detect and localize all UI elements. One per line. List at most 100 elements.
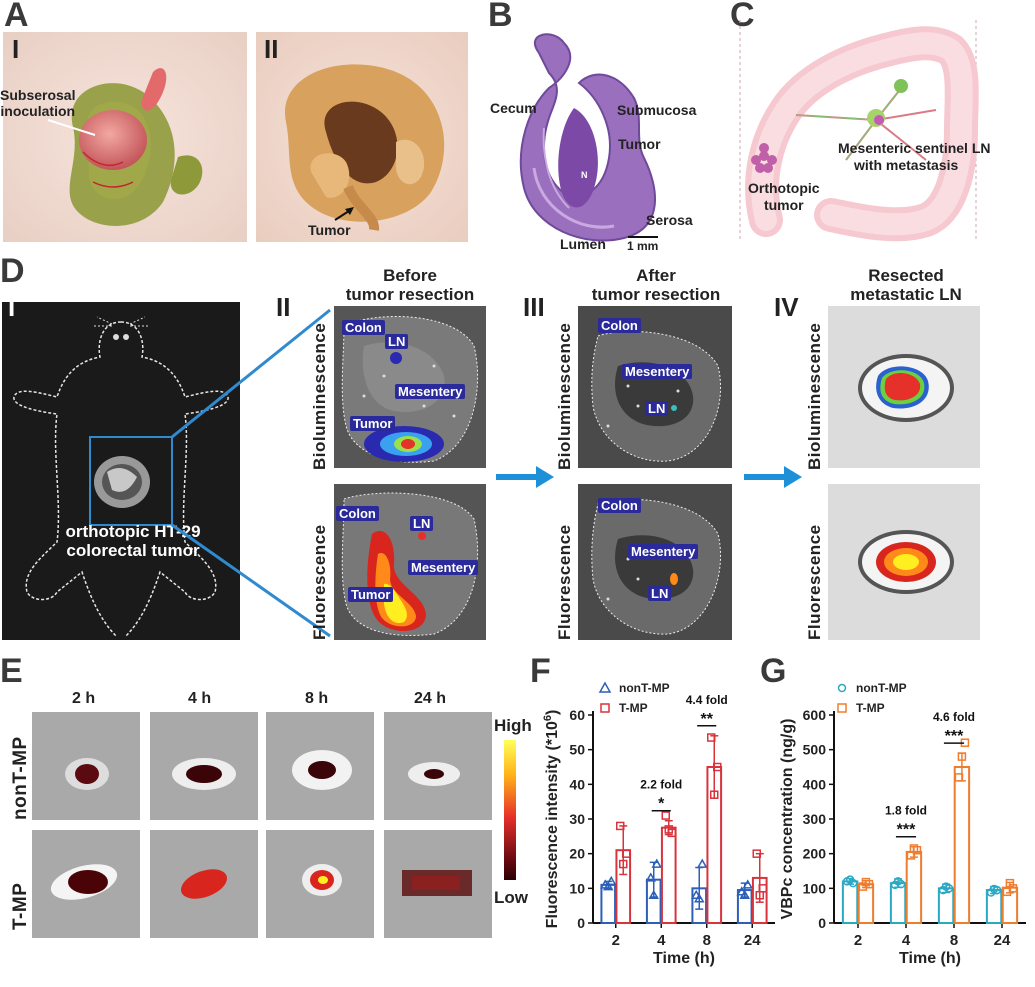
e-time-24h: 24 h <box>414 690 447 707</box>
label-subserosal-inoculation: Subserosal inoculation <box>0 87 75 119</box>
data-point <box>710 790 719 799</box>
label-cecum: Cecum <box>490 100 537 116</box>
y-tick-label: 600 <box>803 707 827 723</box>
colon-schematic <box>736 20 980 242</box>
label-ln-line2: with metastasis <box>854 157 959 173</box>
y-tick-label: 0 <box>818 915 826 931</box>
row-label-bio-ii: Bioluminescence <box>310 322 329 470</box>
data-point <box>944 884 954 893</box>
bar <box>889 882 907 924</box>
label-orthotopic-tumor: Orthotopic tumor <box>748 180 820 214</box>
data-point <box>619 859 628 869</box>
x-tick-label: 24 <box>994 932 1011 949</box>
legend-marker <box>598 681 612 693</box>
panel-d-sub-ii: II <box>276 292 291 322</box>
tag-colon-bio-ii: Colon <box>342 320 385 335</box>
label-tumor-b: Tumor <box>618 136 661 152</box>
data-point <box>693 893 705 903</box>
legend-label: nonT-MP <box>619 681 670 695</box>
y-axis-label: VBPc concentration (ng/g) <box>779 719 796 920</box>
y-axis-label-end: ) <box>544 710 561 715</box>
legend-label: T-MP <box>619 701 648 715</box>
bar <box>905 850 923 924</box>
legend-label: nonT-MP <box>856 681 907 695</box>
panel-label-e: E <box>0 652 23 690</box>
arrow-right-icon-2 <box>744 466 802 488</box>
sig-stars: * <box>658 796 665 813</box>
label-tumor-a: Tumor <box>308 222 351 238</box>
panel-label-d: D <box>0 252 25 290</box>
e-t-4h <box>150 830 258 938</box>
data-point <box>713 762 722 772</box>
label-mesenteric-ln: Mesenteric sentinel LN with metastasis <box>838 140 991 174</box>
tag-colon-bio-iii: Colon <box>598 318 641 333</box>
x-tick-label: 4 <box>657 932 666 949</box>
y-tick-label: 10 <box>569 880 585 896</box>
bar <box>660 826 677 925</box>
x-tick-label: 8 <box>950 932 958 949</box>
e-row-t: T-MP <box>10 882 31 930</box>
e-nont-2h <box>32 712 140 820</box>
legend-marker <box>837 703 847 713</box>
data-point <box>848 878 858 888</box>
label-lumen: Lumen <box>560 236 606 252</box>
y-axis-label-main: Fluorescence intensity (*10 <box>544 721 561 928</box>
e-t-8h <box>266 830 374 938</box>
y-axis-label-main: VBPc concentration (ng/g) <box>779 719 796 920</box>
histology-section <box>494 28 714 258</box>
header-iv-line1: Resected <box>868 266 944 285</box>
e-nont-24h <box>384 712 492 820</box>
fold-label: 2.2 fold <box>640 778 682 792</box>
data-point <box>690 889 702 900</box>
e-nont-8h <box>266 712 374 820</box>
panel-d-sub-i: I <box>8 292 16 322</box>
row-label-fluo-ii: Fluorescence <box>310 524 329 640</box>
label-inoculation-line1: Subserosal <box>0 87 76 103</box>
x-tick-label: 2 <box>854 932 862 949</box>
y-tick-label: 300 <box>803 811 827 827</box>
tag-ln-fluo-iii: LN <box>648 586 672 601</box>
e-time-4h: 4 h <box>188 690 212 707</box>
legend-marker <box>837 683 847 693</box>
header-iv-line2: metastatic LN <box>850 285 962 304</box>
header-iii-line2: tumor resection <box>591 285 721 304</box>
data-point <box>954 773 964 782</box>
e-row-nont: nonT-MP <box>10 736 31 820</box>
data-point <box>602 881 614 891</box>
bio-ln-image <box>828 306 980 468</box>
tag-colon-fluo-ii: Colon <box>336 506 379 521</box>
header-resected-ln: Resected metastatic LN <box>826 266 986 304</box>
color-scale-bar <box>504 740 516 880</box>
mouse-label-line2: colorectal tumor <box>66 541 200 560</box>
data-point <box>616 821 625 831</box>
e-nont-4h <box>150 712 258 820</box>
scale-bar-label: 1 mm <box>627 239 659 253</box>
panel-d-sub-iii: III <box>523 292 545 322</box>
data-point <box>739 889 751 900</box>
y-tick-label: 30 <box>569 811 585 827</box>
legend-label: T-MP <box>856 701 885 715</box>
tag-tumor-fluo-ii: Tumor <box>348 587 394 602</box>
tag-tumor-bio-ii: Tumor <box>350 416 396 431</box>
data-point <box>696 858 708 868</box>
header-ii-line1: Before <box>383 266 437 285</box>
panel-label-a: A <box>4 0 29 34</box>
data-point <box>1008 884 1018 893</box>
tag-ln-bio-ii: LN <box>385 334 409 349</box>
y-tick-label: 100 <box>803 880 827 896</box>
label-submucosa: Submucosa <box>617 102 697 118</box>
data-point <box>992 885 1002 895</box>
panel-d-sub-iv: IV <box>774 292 799 322</box>
label-ln-line1: Mesenteric sentinel LN <box>838 140 991 156</box>
tag-mesentery-fluo-iii: Mesentery <box>628 544 699 559</box>
x-axis-label: Time (h) <box>653 950 715 967</box>
sig-stars: *** <box>897 822 916 839</box>
fold-label: 1.8 fold <box>885 804 927 818</box>
legend-marker <box>600 703 610 713</box>
zoom-lines <box>171 308 331 638</box>
sig-stars: *** <box>945 728 964 745</box>
arrow-right-icon <box>496 466 554 488</box>
data-point <box>864 879 874 889</box>
